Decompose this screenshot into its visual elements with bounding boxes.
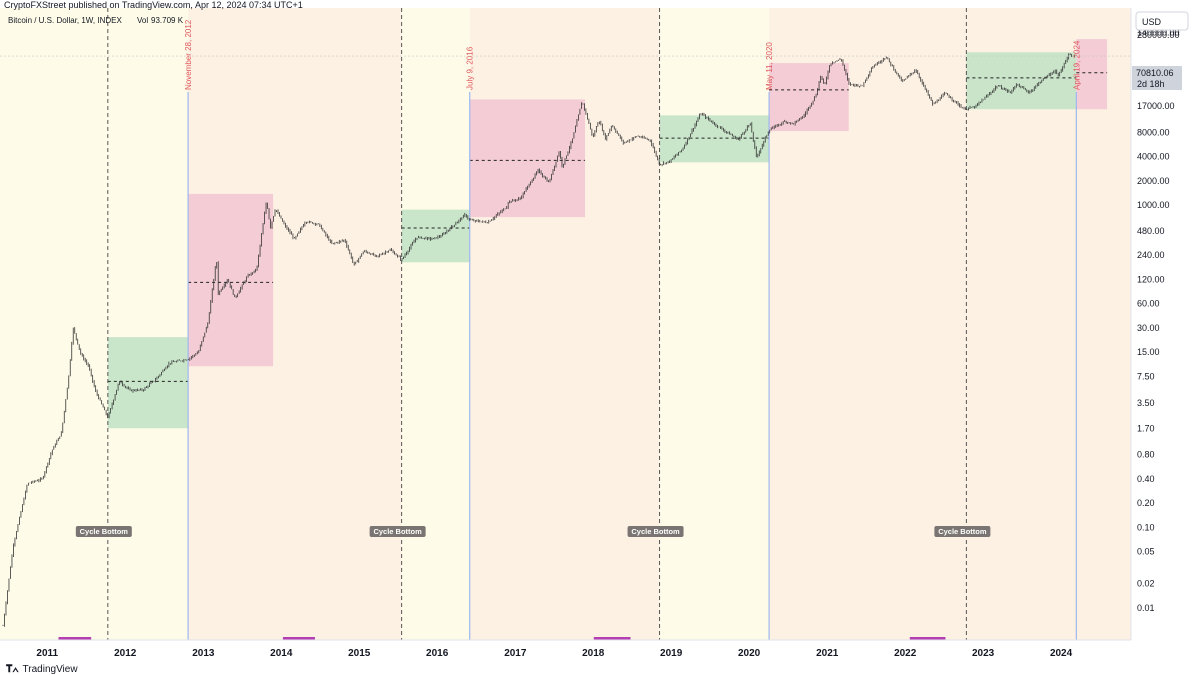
- x-tick-label: 2011: [36, 648, 58, 659]
- x-tick-label: 2015: [348, 648, 371, 659]
- y-tick-label: 7.50: [1137, 371, 1155, 381]
- purple-marker: [909, 637, 946, 640]
- tradingview-icon: 𝐓∧: [6, 664, 19, 675]
- y-tick-label: 17000.00: [1137, 101, 1175, 111]
- green-range-box: [966, 52, 1077, 110]
- halving-date-label: November 28, 2012: [184, 19, 193, 90]
- phase-background: [401, 8, 470, 640]
- x-tick-label: 2013: [192, 648, 215, 659]
- purple-marker: [58, 637, 92, 640]
- y-tick-label: 240.00: [1137, 250, 1165, 260]
- cycle-bottom-label: Cycle Bottom: [80, 527, 129, 536]
- legend-volume-value: 93.709 K: [151, 16, 184, 25]
- x-tick-label: 2019: [660, 648, 683, 659]
- currency-label: USD: [1142, 17, 1162, 27]
- y-tick-label: 0.80: [1137, 450, 1155, 460]
- x-tick-label: 2014: [270, 648, 293, 659]
- purple-marker: [593, 637, 631, 640]
- partial-top-tick: 280000.00: [1137, 30, 1180, 40]
- x-tick-label: 2023: [972, 648, 995, 659]
- legend-symbol: Bitcoin / U.S. Dollar, 1W, INDEX: [8, 16, 122, 25]
- cycle-bottom-badge: [75, 526, 132, 537]
- green-range-box: [401, 209, 470, 263]
- y-tick-label: 0.02: [1137, 579, 1155, 589]
- pink-range-box: [1076, 39, 1108, 110]
- currency-button[interactable]: [1135, 11, 1189, 31]
- cycle-bottom-label: Cycle Bottom: [938, 527, 987, 536]
- y-tick-label: 0.01: [1137, 603, 1155, 613]
- phase-background: [1076, 8, 1131, 640]
- y-tick-label: 1000.00: [1137, 200, 1170, 210]
- halving-date-label: May 11, 2020: [765, 42, 774, 90]
- x-tick-label: 2021: [816, 648, 839, 659]
- last-price-badge: [1132, 66, 1182, 90]
- x-tick-label: 2022: [894, 648, 917, 659]
- phase-background: [0, 8, 108, 640]
- x-tick-label: 2016: [426, 648, 449, 659]
- y-tick-label: 480.00: [1137, 226, 1165, 236]
- y-tick-label: 120.00: [1137, 274, 1165, 284]
- x-tick-label: 2020: [738, 648, 761, 659]
- phase-background: [659, 8, 770, 640]
- phase-background: [107, 8, 189, 640]
- x-tick-label: 2018: [582, 648, 605, 659]
- y-tick-label: 15.00: [1137, 347, 1160, 357]
- halving-date-label: April 19, 2024: [1072, 40, 1081, 90]
- tradingview-logo[interactable]: 𝐓∧ TradingView: [6, 664, 78, 675]
- countdown-value: 2d 18h: [1137, 79, 1165, 89]
- cycle-bottom-label: Cycle Bottom: [373, 527, 422, 536]
- y-tick-label: 0.20: [1137, 498, 1155, 508]
- published-header: CryptoFXStreet published on TradingView.…: [4, 0, 303, 10]
- y-tick-label: 3.50: [1137, 398, 1155, 408]
- legend-volume-label: Vol: [137, 16, 148, 25]
- y-tick-label: 0.40: [1137, 474, 1155, 484]
- cycle-bottom-badge: [934, 526, 991, 537]
- halving-date-label: July 9, 2016: [466, 46, 475, 90]
- y-tick-label: 4000.00: [1137, 152, 1170, 162]
- y-tick-label: 1.70: [1137, 423, 1155, 433]
- time-axis: 2011 2012 2013 2014 2015 2016 2017 2018 2019 2020…: [0, 639, 1131, 659]
- last-price-value: 70810.06: [1136, 68, 1174, 78]
- pink-range-box: [769, 63, 849, 132]
- purple-marker: [282, 637, 315, 640]
- annotation-labels: November 28, 2012 July 9, 2016 May 11, 202…: [0, 19, 1131, 640]
- y-tick-label: 60.00: [1137, 299, 1160, 309]
- y-tick-label: 0.05: [1137, 547, 1155, 557]
- cycle-bottom-badge: [627, 526, 684, 537]
- price-candles: [2, 53, 1076, 627]
- pink-range-box: [188, 193, 274, 367]
- x-tick-label: 2012: [114, 648, 137, 659]
- x-tick-label: 2024: [1050, 648, 1073, 659]
- y-tick-label: 0.10: [1137, 522, 1155, 532]
- pink-range-box: [469, 99, 586, 218]
- y-tick-label: 140000.00: [1137, 27, 1180, 37]
- y-tick-label: 30.00: [1137, 323, 1160, 333]
- cycle-bottom-label: Cycle Bottom: [631, 527, 680, 536]
- y-tick-label: 8000.00: [1137, 127, 1170, 137]
- tradingview-brand: TradingView: [22, 664, 78, 675]
- y-tick-label: 2000.00: [1137, 176, 1170, 186]
- cycle-phase-backgrounds: [0, 8, 1131, 640]
- x-tick-label: 2017: [504, 648, 527, 659]
- cycle-bottom-badge: [369, 526, 426, 537]
